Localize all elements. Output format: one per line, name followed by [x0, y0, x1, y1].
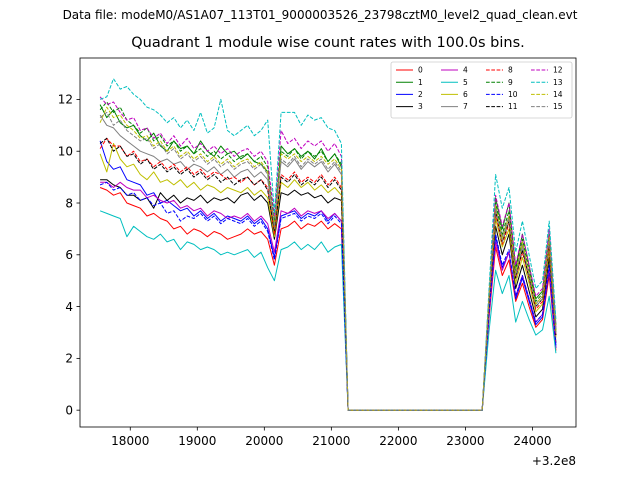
plot-frame	[79, 57, 577, 428]
legend-label-6: 6	[463, 90, 468, 99]
legend-label-2: 2	[418, 90, 423, 99]
figure-suptitle: Data file: modeM0/AS1A07_113T01_90000035…	[62, 8, 578, 22]
series-line-4	[100, 181, 557, 411]
series-line-3	[100, 179, 557, 411]
legend-label-1: 1	[418, 78, 423, 87]
series-line-12	[99, 96, 557, 411]
legend-box	[390, 61, 573, 119]
series-line-7	[99, 114, 557, 411]
legend-label-10: 10	[508, 90, 518, 99]
x-tick-label: 24000	[513, 434, 551, 448]
legend-label-9: 9	[508, 78, 513, 87]
legend-label-14: 14	[553, 90, 563, 99]
legend-label-4: 4	[463, 66, 468, 75]
y-tick-label: 6	[65, 248, 73, 262]
series-line-9	[99, 101, 557, 411]
legend-label-15: 15	[553, 102, 563, 111]
y-tick-label: 12	[58, 93, 73, 107]
x-tick-label: 22000	[379, 434, 417, 448]
legend-label-13: 13	[553, 78, 563, 87]
x-offset-label: +3.2e8	[532, 454, 576, 468]
y-tick-label: 10	[58, 145, 73, 159]
legend-label-3: 3	[418, 102, 423, 111]
x-tick-label: 18000	[111, 434, 149, 448]
series-line-15	[99, 111, 557, 411]
y-tick-label: 2	[65, 352, 73, 366]
y-tick-label: 0	[65, 403, 73, 417]
legend-label-11: 11	[508, 102, 518, 111]
axes: 18000 19000 20000 21000 22000 23000 24000+3.2e…	[58, 57, 577, 468]
legend-label-8: 8	[508, 66, 513, 75]
legend-label-7: 7	[463, 102, 468, 111]
x-tick-label: 19000	[178, 434, 216, 448]
x-tick-label: 20000	[245, 434, 283, 448]
series-line-13	[99, 78, 557, 411]
y-tick-label: 4	[65, 300, 73, 314]
legend-label-0: 0	[418, 66, 423, 75]
y-tick-label: 8	[65, 196, 73, 210]
chart-title: Quadrant 1 module wise count rates with …	[131, 35, 525, 51]
series-line-6	[99, 143, 557, 411]
legend-label-12: 12	[553, 66, 563, 75]
series-lines	[99, 78, 557, 411]
legend-label-5: 5	[463, 78, 468, 87]
x-tick-label: 21000	[312, 434, 350, 448]
series-line-11	[99, 137, 557, 411]
x-tick-label: 23000	[446, 434, 484, 448]
series-line-14	[99, 106, 557, 411]
series-line-10	[99, 181, 557, 411]
series-line-8	[99, 137, 557, 411]
